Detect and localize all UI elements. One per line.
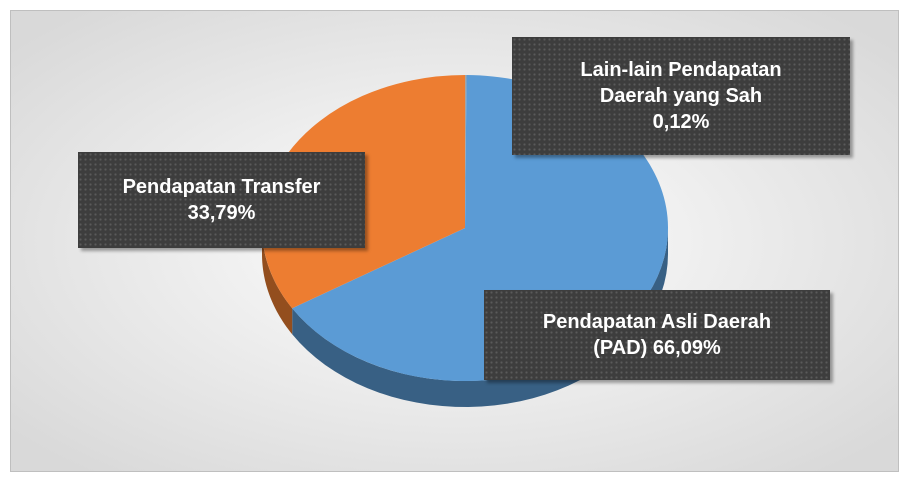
pie-slice (465, 75, 467, 228)
data-label-box: Lain-lain Pendapatan Daerah yang Sah 0,1… (512, 37, 850, 155)
category-label: Pendapatan Asli Daerah (PAD) (542, 311, 772, 359)
data-label: Pendapatan Asli Daerah (PAD) 66,09% (515, 309, 800, 361)
value-label: 0,12% (652, 111, 710, 133)
pie-side (262, 228, 293, 335)
category-label: Lain-lain Pendapatan Daerah yang Sah (580, 59, 782, 107)
category-label: Pendapatan Transfer (122, 176, 321, 198)
data-label-box: Pendapatan Asli Daerah (PAD) 66,09% (484, 290, 830, 380)
value-label: 66,09% (652, 337, 721, 359)
data-label-box: Pendapatan Transfer 33,79% (78, 152, 365, 248)
data-label: Lain-lain Pendapatan Daerah yang Sah 0,1… (556, 57, 806, 135)
data-label: Pendapatan Transfer 33,79% (92, 174, 352, 226)
value-label: 33,79% (187, 202, 256, 224)
